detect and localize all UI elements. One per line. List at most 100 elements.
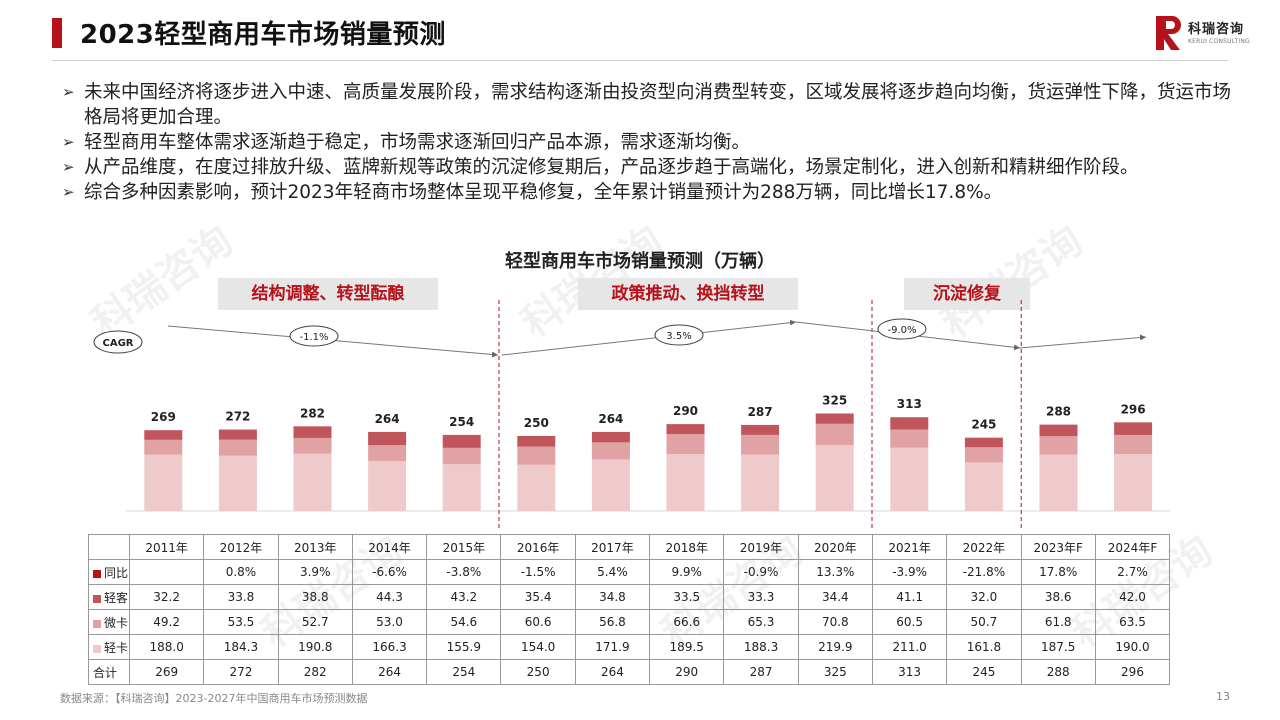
table-cell: 9.9% [649, 559, 725, 585]
table-cell: 56.8 [574, 609, 651, 635]
bar-segment-1 [1039, 436, 1078, 455]
bar-segment-1 [666, 434, 705, 455]
bar-segment-2 [1114, 422, 1153, 435]
bullet-text: 未来中国经济将逐步进入中速、高质量发展阶段，需求结构逐渐由投资型向消费型转变，区… [84, 82, 1232, 128]
table-cell: 54.6 [426, 609, 502, 635]
table-header-cell: 2018年 [649, 534, 725, 560]
table-cell: 34.8 [574, 584, 651, 610]
table-row-label: 微卡 [88, 609, 130, 635]
table-cell: -6.6% [351, 559, 428, 585]
bar-segment-1 [591, 442, 630, 460]
table-header-cell: 2024年F [1094, 534, 1171, 560]
bar-segment-0 [1039, 454, 1078, 511]
bar-total-label: 288 [1046, 405, 1071, 419]
table-cell: 3.9% [277, 559, 353, 585]
phase-label: 政策推动、换挡转型 [578, 278, 798, 310]
bar-total-label: 325 [822, 393, 847, 407]
table-cell: 166.3 [351, 634, 428, 660]
table-cell: 264 [574, 659, 651, 685]
bullet-text: 综合多种因素影响，预计2023年轻商市场整体呈现平稳修复，全年累计销量预计为28… [84, 182, 1003, 203]
bar-total-label: 290 [673, 404, 698, 418]
bar-segment-1 [517, 446, 556, 465]
table-cell: 63.5 [1094, 609, 1171, 635]
table-cell: 188.0 [128, 634, 205, 660]
bar-segment-1 [368, 445, 407, 462]
table-cell [128, 559, 205, 585]
phase-label: 结构调整、转型酝酿 [218, 278, 438, 310]
table-cell: 66.6 [649, 609, 725, 635]
page-number: 13 [1216, 690, 1230, 703]
table-header-cell: 2016年 [500, 534, 576, 560]
table-cell: 52.7 [277, 609, 353, 635]
table-cell: -21.8% [946, 559, 1022, 585]
table-header-cell: 2020年 [797, 534, 873, 560]
bar-total-label: 272 [225, 410, 250, 424]
table-cell: 161.8 [946, 634, 1022, 660]
table-cell: 33.3 [723, 584, 799, 610]
bar-total-label: 313 [897, 397, 922, 411]
table-row-total: 合计 269 272 282 264 254 250 264 290 287 325 313 245 28… [88, 659, 1171, 685]
table-row-series: 轻客 32.2 33.8 38.8 44.3 43.2 35.4 34.8 33.5 33.3 34… [88, 584, 1171, 610]
legend-label: 轻卡 [104, 640, 129, 655]
bar-segment-2 [741, 424, 780, 435]
table-row-series: 轻卡 188.0 184.3 190.8 166.3 155.9 154.0 171.9 189… [88, 634, 1171, 660]
table-cell: 313 [871, 659, 948, 685]
table-cell: 219.9 [797, 634, 873, 660]
table-cell: 33.8 [203, 584, 279, 610]
table-cell: 187.5 [1020, 634, 1096, 660]
bullet-text: 轻型商用车整体需求逐渐趋于稳定，市场需求逐渐回归产品本源，需求逐渐均衡。 [84, 132, 751, 153]
table-row-label: 同比 [88, 559, 130, 585]
bar-total-label: 287 [748, 405, 773, 419]
table-header-cell: 2023年F [1020, 534, 1096, 560]
phase-label: 沉淀修复 [904, 278, 1030, 310]
table-cell: 290 [649, 659, 725, 685]
table-cell: 32.0 [946, 584, 1022, 610]
table-row-yoy: 同比 0.8% 3.9% -6.6% -3.8% -1.5% 5.4% 9.9% -0.9% 13… [88, 559, 1171, 585]
bar-segment-2 [815, 413, 854, 424]
bar-segment-1 [293, 437, 332, 454]
table-cell: 49.2 [128, 609, 205, 635]
table-cell: 35.4 [500, 584, 576, 610]
table-cell: 189.5 [649, 634, 725, 660]
cagr-value: -1.1% [299, 332, 328, 343]
table-row-label: 合计 [88, 659, 130, 685]
bar-segment-0 [591, 459, 630, 511]
table-cell: 0.8% [203, 559, 279, 585]
table-cell: 190.0 [1094, 634, 1171, 660]
legend-swatch [93, 619, 101, 628]
table-cell: 264 [351, 659, 428, 685]
table-cell: 269 [128, 659, 205, 685]
bar-segment-0 [368, 461, 407, 511]
bar-segment-0 [218, 455, 257, 511]
table-cell: 154.0 [500, 634, 576, 660]
table-cell: 325 [797, 659, 873, 685]
table-header-row: 2011年 2012年 2013年 2014年 2015年 2016年 2017年 2018年… [88, 534, 1171, 560]
table-corner-cell [88, 534, 130, 560]
bar-segment-0 [964, 462, 1003, 511]
cagr-value-ellipse [654, 324, 704, 346]
bar-segment-2 [517, 436, 556, 447]
table-cell: 34.4 [797, 584, 873, 610]
chart-title: 轻型商用车市场销量预测（万辆） [505, 251, 775, 272]
bar-segment-0 [741, 454, 780, 511]
table-row-label: 轻卡 [88, 634, 130, 660]
table-cell: 211.0 [871, 634, 948, 660]
table-cell: 5.4% [574, 559, 651, 585]
bar-total-label: 254 [449, 415, 474, 429]
bar-segment-0 [666, 454, 705, 511]
table-header-cell: 2019年 [723, 534, 799, 560]
table-cell: 188.3 [723, 634, 799, 660]
table-cell: -3.8% [426, 559, 502, 585]
bullet-arrow-icon: ➢ [62, 83, 75, 101]
table-header-cell: 2017年 [574, 534, 651, 560]
table-cell: 288 [1020, 659, 1096, 685]
cagr-trend-arrow [501, 319, 797, 356]
bar-segment-1 [144, 439, 183, 455]
bar-segment-1 [1114, 434, 1153, 454]
data-table: 2011年 2012年 2013年 2014年 2015年 2016年 2017年 2018年… [88, 534, 1171, 685]
table-cell: 61.8 [1020, 609, 1096, 635]
bar-segment-0 [144, 454, 183, 511]
table-cell: 13.3% [797, 559, 873, 585]
bar-total-label: 250 [524, 416, 549, 430]
